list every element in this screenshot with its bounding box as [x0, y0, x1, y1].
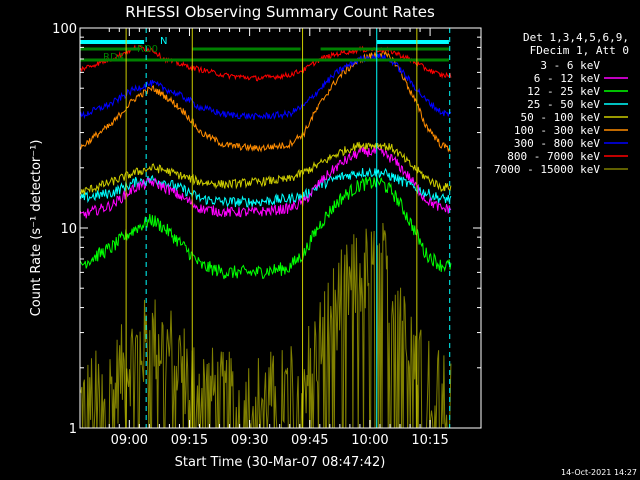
y-axis-label: Count Rate (s⁻¹ detector⁻¹): [29, 140, 44, 317]
legend-label-0: 3 - 6 keV: [540, 59, 600, 72]
legend-label-3: 25 - 50 keV: [527, 98, 600, 111]
plot-area: [80, 28, 452, 428]
legend-label-6: 300 - 800 keV: [514, 137, 600, 150]
legend-label-7: 800 - 7000 keV: [507, 150, 600, 163]
y-tick-label: 10: [60, 222, 77, 237]
series-line-1: [80, 146, 452, 219]
legend-label-4: 50 - 100 keV: [521, 111, 601, 124]
x-tick-label: 10:15: [411, 433, 448, 448]
series-line-3: [80, 167, 452, 208]
x-tick-label: 10:00: [351, 433, 388, 448]
y-tick-label: 100: [52, 22, 77, 37]
annotation-rd0: RD0: [137, 44, 158, 55]
y-tick-label: 1: [69, 422, 77, 437]
annotation-rd4: RD4: [103, 52, 124, 63]
legend-header-decimation: FDecim 1, Att 0: [530, 44, 629, 57]
series-line-2: [80, 175, 452, 280]
x-tick-label: 09:15: [171, 433, 208, 448]
x-tick-label: 09:00: [111, 433, 148, 448]
annotation-n: N: [160, 36, 167, 47]
legend-label-1: 6 - 12 keV: [534, 72, 601, 85]
legend-label-8: 7000 - 15000 keV: [494, 163, 600, 176]
series-line-4: [80, 141, 452, 195]
chart-title: RHESSI Observing Summary Count Rates: [125, 3, 435, 21]
legend-header-detectors: Det 1,3,4,5,6,9,: [523, 31, 629, 44]
series-line-6: [80, 53, 452, 120]
x-axis-label: Start Time (30-Mar-07 08:47:42): [175, 455, 386, 470]
generated-timestamp: 14-Oct-2021 14:27: [561, 468, 637, 477]
series-line-8: [80, 222, 452, 428]
series-line-5: [80, 50, 451, 153]
legend-label-2: 12 - 25 keV: [527, 85, 600, 98]
x-tick-label: 09:30: [231, 433, 268, 448]
legend-label-5: 100 - 300 keV: [514, 124, 600, 137]
series-line-0: [80, 187, 452, 341]
x-tick-label: 09:45: [291, 433, 328, 448]
